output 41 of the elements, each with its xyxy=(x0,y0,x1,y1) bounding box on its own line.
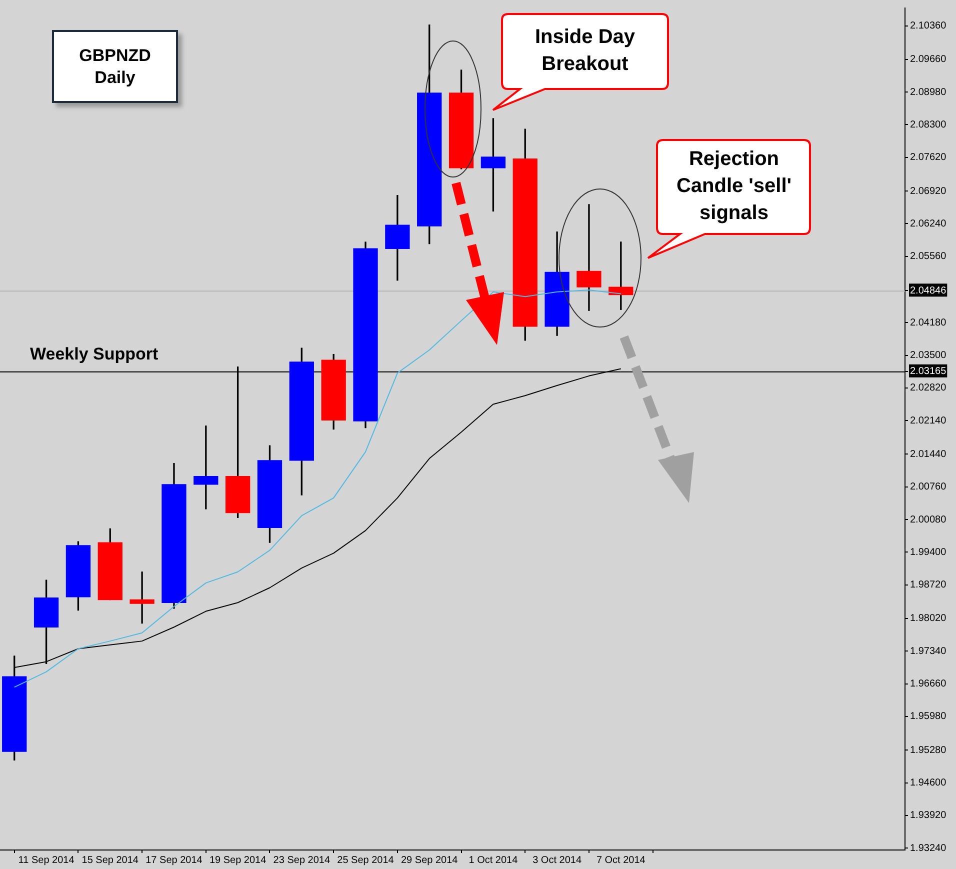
x-tick-label: 1 Oct 2014 xyxy=(468,854,518,866)
y-tick-label: 2.04846 xyxy=(910,285,947,296)
x-tick-label: 19 Sep 2014 xyxy=(209,854,267,866)
y-tick-label: 2.02820 xyxy=(910,382,947,394)
y-tick-label: 1.99400 xyxy=(910,546,947,558)
y-tick-label: 1.95980 xyxy=(910,711,947,722)
x-tick-label: 29 Sep 2014 xyxy=(400,854,458,866)
y-tick-label: 2.02140 xyxy=(910,415,947,426)
x-tick-label: 23 Sep 2014 xyxy=(273,854,330,866)
ref-line-label: Weekly Support xyxy=(30,344,158,364)
annotation: Inside Day Breakout xyxy=(534,25,636,77)
y-tick-label: 1.97340 xyxy=(910,646,947,657)
y-tick-label: 2.03165 xyxy=(910,366,947,378)
x-tick-label: 7 Oct 2014 xyxy=(596,854,646,866)
y-tick-label: 2.00080 xyxy=(910,514,947,526)
y-tick-label: 2.06920 xyxy=(910,186,947,197)
y-tick-label: 2.00760 xyxy=(910,482,947,493)
x-tick-label: 11 Sep 2014 xyxy=(18,854,75,866)
x-tick-label: 17 Sep 2014 xyxy=(146,854,203,866)
x-tick-label: 3 Oct 2014 xyxy=(532,854,582,866)
y-tick-label: 2.04180 xyxy=(910,317,947,328)
y-tick-label: 2.03500 xyxy=(910,350,947,362)
y-tick-label: 1.93240 xyxy=(910,842,947,854)
y-tick-label: 2.06240 xyxy=(910,218,947,230)
y-tick-label: 2.07620 xyxy=(910,152,947,164)
y-tick-label: 2.10360 xyxy=(910,20,947,32)
y-tick-label: 1.93920 xyxy=(910,810,947,822)
y-tick-label: 2.08300 xyxy=(910,119,947,130)
x-tick-label: 25 Sep 2014 xyxy=(337,854,394,866)
y-tick-label: 2.08980 xyxy=(910,86,947,98)
y-tick-label: 2.01440 xyxy=(910,448,947,460)
text: GBPNZD Daily xyxy=(78,44,152,88)
y-tick-label: 2.05560 xyxy=(910,251,947,262)
x-tick-label: 15 Sep 2014 xyxy=(82,854,139,866)
y-tick-label: 1.95280 xyxy=(910,744,947,756)
text: Rejection Candle 'sell' signals xyxy=(675,147,793,226)
y-tick-label: 2.09660 xyxy=(910,54,947,66)
y-tick-label: 1.94600 xyxy=(910,778,947,789)
y-tick-label: 1.98720 xyxy=(910,580,947,591)
y-tick-label: 1.98020 xyxy=(910,613,947,624)
y-tick-label: 1.96660 xyxy=(910,678,947,690)
